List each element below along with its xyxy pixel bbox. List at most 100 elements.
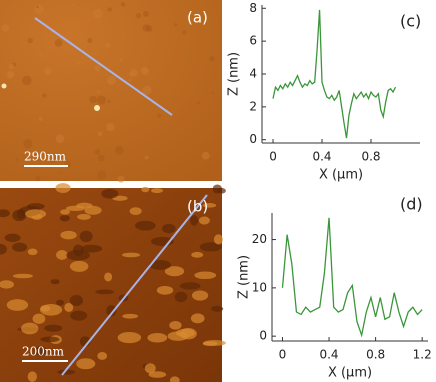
y-tick-label: 20 [252, 232, 267, 246]
grain [101, 188, 119, 199]
texture [27, 37, 33, 44]
grain [27, 248, 38, 256]
grain [66, 250, 90, 261]
grain [44, 324, 63, 332]
grain [64, 302, 74, 312]
texture [142, 85, 152, 95]
grain [56, 250, 68, 260]
grain [162, 223, 176, 234]
texture [106, 75, 117, 85]
grain [164, 266, 185, 277]
texture [38, 117, 43, 121]
grain [141, 186, 150, 193]
grain [190, 313, 205, 324]
panel-label: (c) [400, 12, 421, 31]
y-tick-label: 6 [249, 34, 257, 48]
grain [79, 230, 93, 243]
grain [202, 203, 217, 208]
grain [0, 280, 14, 289]
grain [151, 188, 163, 194]
texture [23, 138, 33, 149]
texture [135, 13, 142, 19]
grain [69, 260, 89, 272]
grain [129, 207, 142, 216]
x-axis-label: X (µm) [328, 366, 372, 381]
grain [50, 279, 60, 285]
texture [92, 8, 103, 19]
grain [213, 234, 223, 245]
grain [198, 216, 210, 225]
grain [169, 320, 182, 330]
grain [40, 305, 51, 312]
texture [181, 29, 187, 35]
grain [69, 295, 84, 306]
scale-bar-label: 200nm [22, 345, 65, 359]
x-tick-label: 0.8 [361, 150, 380, 164]
grain [57, 369, 76, 375]
texture [107, 7, 112, 12]
grain [191, 290, 209, 301]
y-axis-label: Z (nm) [227, 52, 242, 96]
texture [105, 42, 111, 48]
grain [76, 358, 96, 370]
texture [107, 100, 111, 103]
grain [147, 333, 168, 343]
grain [0, 243, 7, 255]
grain [95, 289, 115, 295]
grain [65, 205, 85, 212]
grain [199, 242, 222, 252]
grain [167, 331, 189, 341]
texture [129, 68, 138, 77]
grain [40, 336, 60, 343]
texture [209, 56, 215, 62]
texture [128, 78, 132, 82]
texture [201, 151, 210, 160]
grain [203, 340, 226, 346]
data-line [281, 217, 423, 338]
texture [87, 37, 93, 43]
image-label: (a) [187, 9, 208, 27]
x-tick-label: 0.4 [319, 348, 338, 362]
grain [148, 371, 167, 378]
texture [34, 4, 44, 14]
texture [114, 145, 124, 155]
texture [44, 67, 52, 75]
grain [32, 313, 46, 324]
x-tick-label: 1.2 [413, 348, 432, 362]
particle [94, 105, 100, 111]
grain [121, 252, 141, 258]
x-tick-label: 0.8 [366, 348, 385, 362]
texture [157, 113, 162, 118]
x-tick-label: 0 [279, 348, 287, 362]
grain [122, 313, 139, 319]
grain [81, 244, 103, 253]
y-tick-label: 4 [249, 67, 257, 81]
grain [12, 242, 28, 252]
texture [142, 24, 150, 32]
y-tick-label: 0 [249, 132, 257, 146]
texture [173, 23, 178, 27]
texture [97, 131, 103, 137]
texture [94, 148, 101, 155]
texture [58, 172, 61, 175]
texture [120, 2, 126, 7]
grain [97, 351, 108, 360]
grain [144, 363, 156, 374]
y-tick-label: 8 [249, 1, 257, 15]
scale-bar-label: 290nm [24, 150, 67, 164]
texture [8, 63, 15, 70]
grain [194, 271, 217, 280]
grain [59, 215, 70, 222]
texture [211, 91, 215, 95]
grain [34, 346, 48, 356]
texture [76, 62, 80, 65]
texture [97, 90, 100, 93]
texture [55, 134, 65, 144]
grain [174, 291, 188, 303]
afm-image-b [0, 183, 226, 382]
grain [12, 273, 33, 279]
profile-line [34, 17, 173, 116]
grain [169, 376, 180, 382]
texture [97, 170, 107, 180]
